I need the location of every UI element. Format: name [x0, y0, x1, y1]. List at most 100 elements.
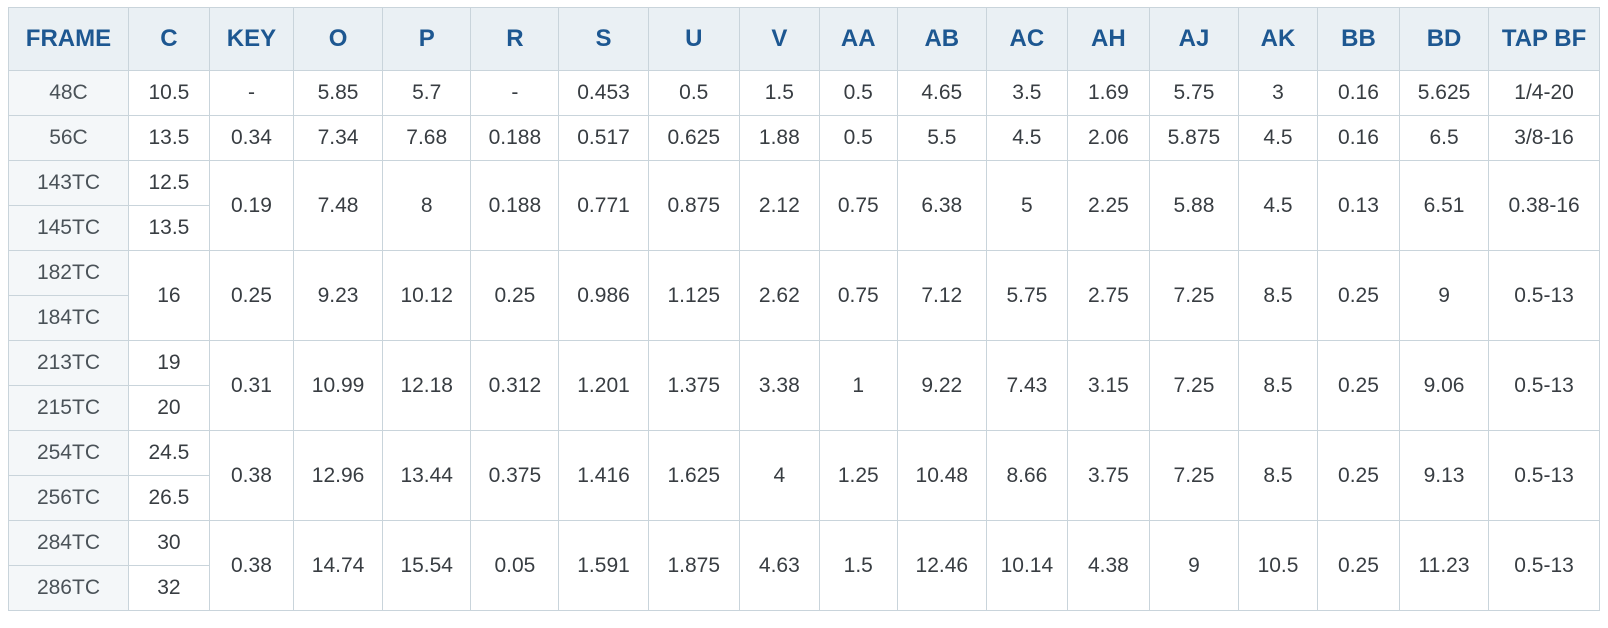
cell-tap-bf: 0.38-16 — [1488, 160, 1600, 251]
cell-bd: 6.5 — [1398, 115, 1490, 161]
cell-p: 8 — [382, 160, 472, 251]
column-header-v: V — [738, 7, 820, 71]
cell-frame: 284TC — [8, 520, 129, 566]
column-header-c: C — [127, 7, 210, 71]
cell-c: 10.5 — [127, 70, 210, 116]
cell-frame: 184TC — [8, 295, 129, 341]
cell-ac: 3.5 — [985, 70, 1068, 116]
cell-c: 24.5 — [127, 430, 210, 476]
cell-u: 1.375 — [647, 340, 740, 431]
cell-r: 0.188 — [470, 115, 560, 161]
cell-aa: 0.75 — [818, 250, 898, 341]
table-row: 213TC 19 0.31 10.99 12.18 0.312 1.201 1.375 3.38… — [8, 340, 1600, 431]
cell-o: 9.23 — [292, 250, 384, 341]
cell-ab: 9.22 — [896, 340, 987, 431]
cell-ak: 8.5 — [1238, 430, 1318, 521]
cell-c: 12.5 — [127, 160, 210, 206]
cell-aa: 0.5 — [818, 70, 898, 116]
cell-v: 4.63 — [738, 520, 820, 611]
cell-frame: 213TC — [8, 340, 129, 386]
cell-s: 1.591 — [558, 520, 649, 611]
cell-frame: 256TC — [8, 475, 129, 521]
cell-o: 5.85 — [292, 70, 384, 116]
cell-ac: 5.75 — [985, 250, 1068, 341]
cell-r: 0.25 — [470, 250, 560, 341]
cell-ah: 3.75 — [1066, 430, 1150, 521]
cell-aj: 7.25 — [1148, 250, 1240, 341]
cell-o: 14.74 — [292, 520, 384, 611]
table-row: 286TC 32 — [8, 565, 1600, 611]
table-row: 48C 10.5-5.85 5.7-0.453 0.5 1.5 0.5 4.65 3.5 1.6… — [8, 70, 1600, 116]
column-header-tap-bf: TAP BF — [1488, 7, 1600, 71]
column-header-key: KEY — [208, 7, 294, 71]
table-body: 48C 10.5-5.85 5.7-0.453 0.5 1.5 0.5 4.65 3.5 1.6… — [8, 70, 1600, 611]
cell-aj: 5.875 — [1148, 115, 1240, 161]
cell-p: 7.68 — [382, 115, 472, 161]
cell-key: 0.38 — [208, 520, 294, 611]
cell-ac: 10.14 — [985, 520, 1068, 611]
column-header-ab: AB — [896, 7, 987, 71]
cell-ak: 10.5 — [1238, 520, 1318, 611]
cell-ac: 7.43 — [985, 340, 1068, 431]
cell-ab: 12.46 — [896, 520, 987, 611]
cell-c: 13.5 — [127, 205, 210, 251]
column-header-s: S — [558, 7, 649, 71]
cell-ac: 4.5 — [985, 115, 1068, 161]
cell-ak: 8.5 — [1238, 250, 1318, 341]
cell-c: 16 — [127, 250, 210, 341]
table-row: 143TC 12.5 0.19 7.48 8 0.188 0.771 0.875 2.12 0.7… — [8, 160, 1600, 251]
cell-bb: 0.13 — [1316, 160, 1400, 251]
cell-aa: 1.5 — [818, 520, 898, 611]
cell-frame: 254TC — [8, 430, 129, 476]
cell-r: - — [470, 70, 560, 116]
cell-u: 1.125 — [647, 250, 740, 341]
cell-aj: 9 — [1148, 520, 1240, 611]
cell-c: 32 — [127, 565, 210, 611]
cell-p: 15.54 — [382, 520, 472, 611]
cell-aa: 0.75 — [818, 160, 898, 251]
cell-frame: 48C — [8, 70, 129, 116]
cell-u: 1.625 — [647, 430, 740, 521]
cell-bd: 9.06 — [1398, 340, 1490, 431]
cell-ak: 4.5 — [1238, 160, 1318, 251]
header-row: FRAME C KEY O P R S U V AA AB AC AH AJ A… — [8, 7, 1600, 71]
cell-o: 12.96 — [292, 430, 384, 521]
cell-ak: 8.5 — [1238, 340, 1318, 431]
cell-u: 0.5 — [647, 70, 740, 116]
cell-bd: 9.13 — [1398, 430, 1490, 521]
cell-p: 10.12 — [382, 250, 472, 341]
cell-key: 0.19 — [208, 160, 294, 251]
table-row: 145TC 13.5 — [8, 205, 1600, 251]
cell-s: 0.517 — [558, 115, 649, 161]
cell-tap-bf: 0.5-13 — [1488, 520, 1600, 611]
column-header-bb: BB — [1316, 7, 1400, 71]
cell-frame: 182TC — [8, 250, 129, 296]
cell-v: 3.38 — [738, 340, 820, 431]
cell-ah: 4.38 — [1066, 520, 1150, 611]
cell-bd: 6.51 — [1398, 160, 1490, 251]
cell-bb: 0.16 — [1316, 70, 1400, 116]
cell-c: 20 — [127, 385, 210, 431]
cell-key: 0.34 — [208, 115, 294, 161]
cell-tap-bf: 0.5-13 — [1488, 250, 1600, 341]
cell-bd: 9 — [1398, 250, 1490, 341]
cell-ah: 2.75 — [1066, 250, 1150, 341]
column-header-bd: BD — [1398, 7, 1490, 71]
cell-ah: 3.15 — [1066, 340, 1150, 431]
cell-frame: 215TC — [8, 385, 129, 431]
cell-v: 4 — [738, 430, 820, 521]
cell-p: 5.7 — [382, 70, 472, 116]
column-header-ah: AH — [1066, 7, 1150, 71]
cell-r: 0.05 — [470, 520, 560, 611]
cell-aa: 1.25 — [818, 430, 898, 521]
cell-aj: 7.25 — [1148, 430, 1240, 521]
cell-key: - — [208, 70, 294, 116]
cell-tap-bf: 0.5-13 — [1488, 430, 1600, 521]
cell-u: 0.875 — [647, 160, 740, 251]
cell-ab: 5.5 — [896, 115, 987, 161]
cell-c: 19 — [127, 340, 210, 386]
cell-u: 1.875 — [647, 520, 740, 611]
cell-ac: 8.66 — [985, 430, 1068, 521]
cell-c: 13.5 — [127, 115, 210, 161]
cell-s: 0.771 — [558, 160, 649, 251]
